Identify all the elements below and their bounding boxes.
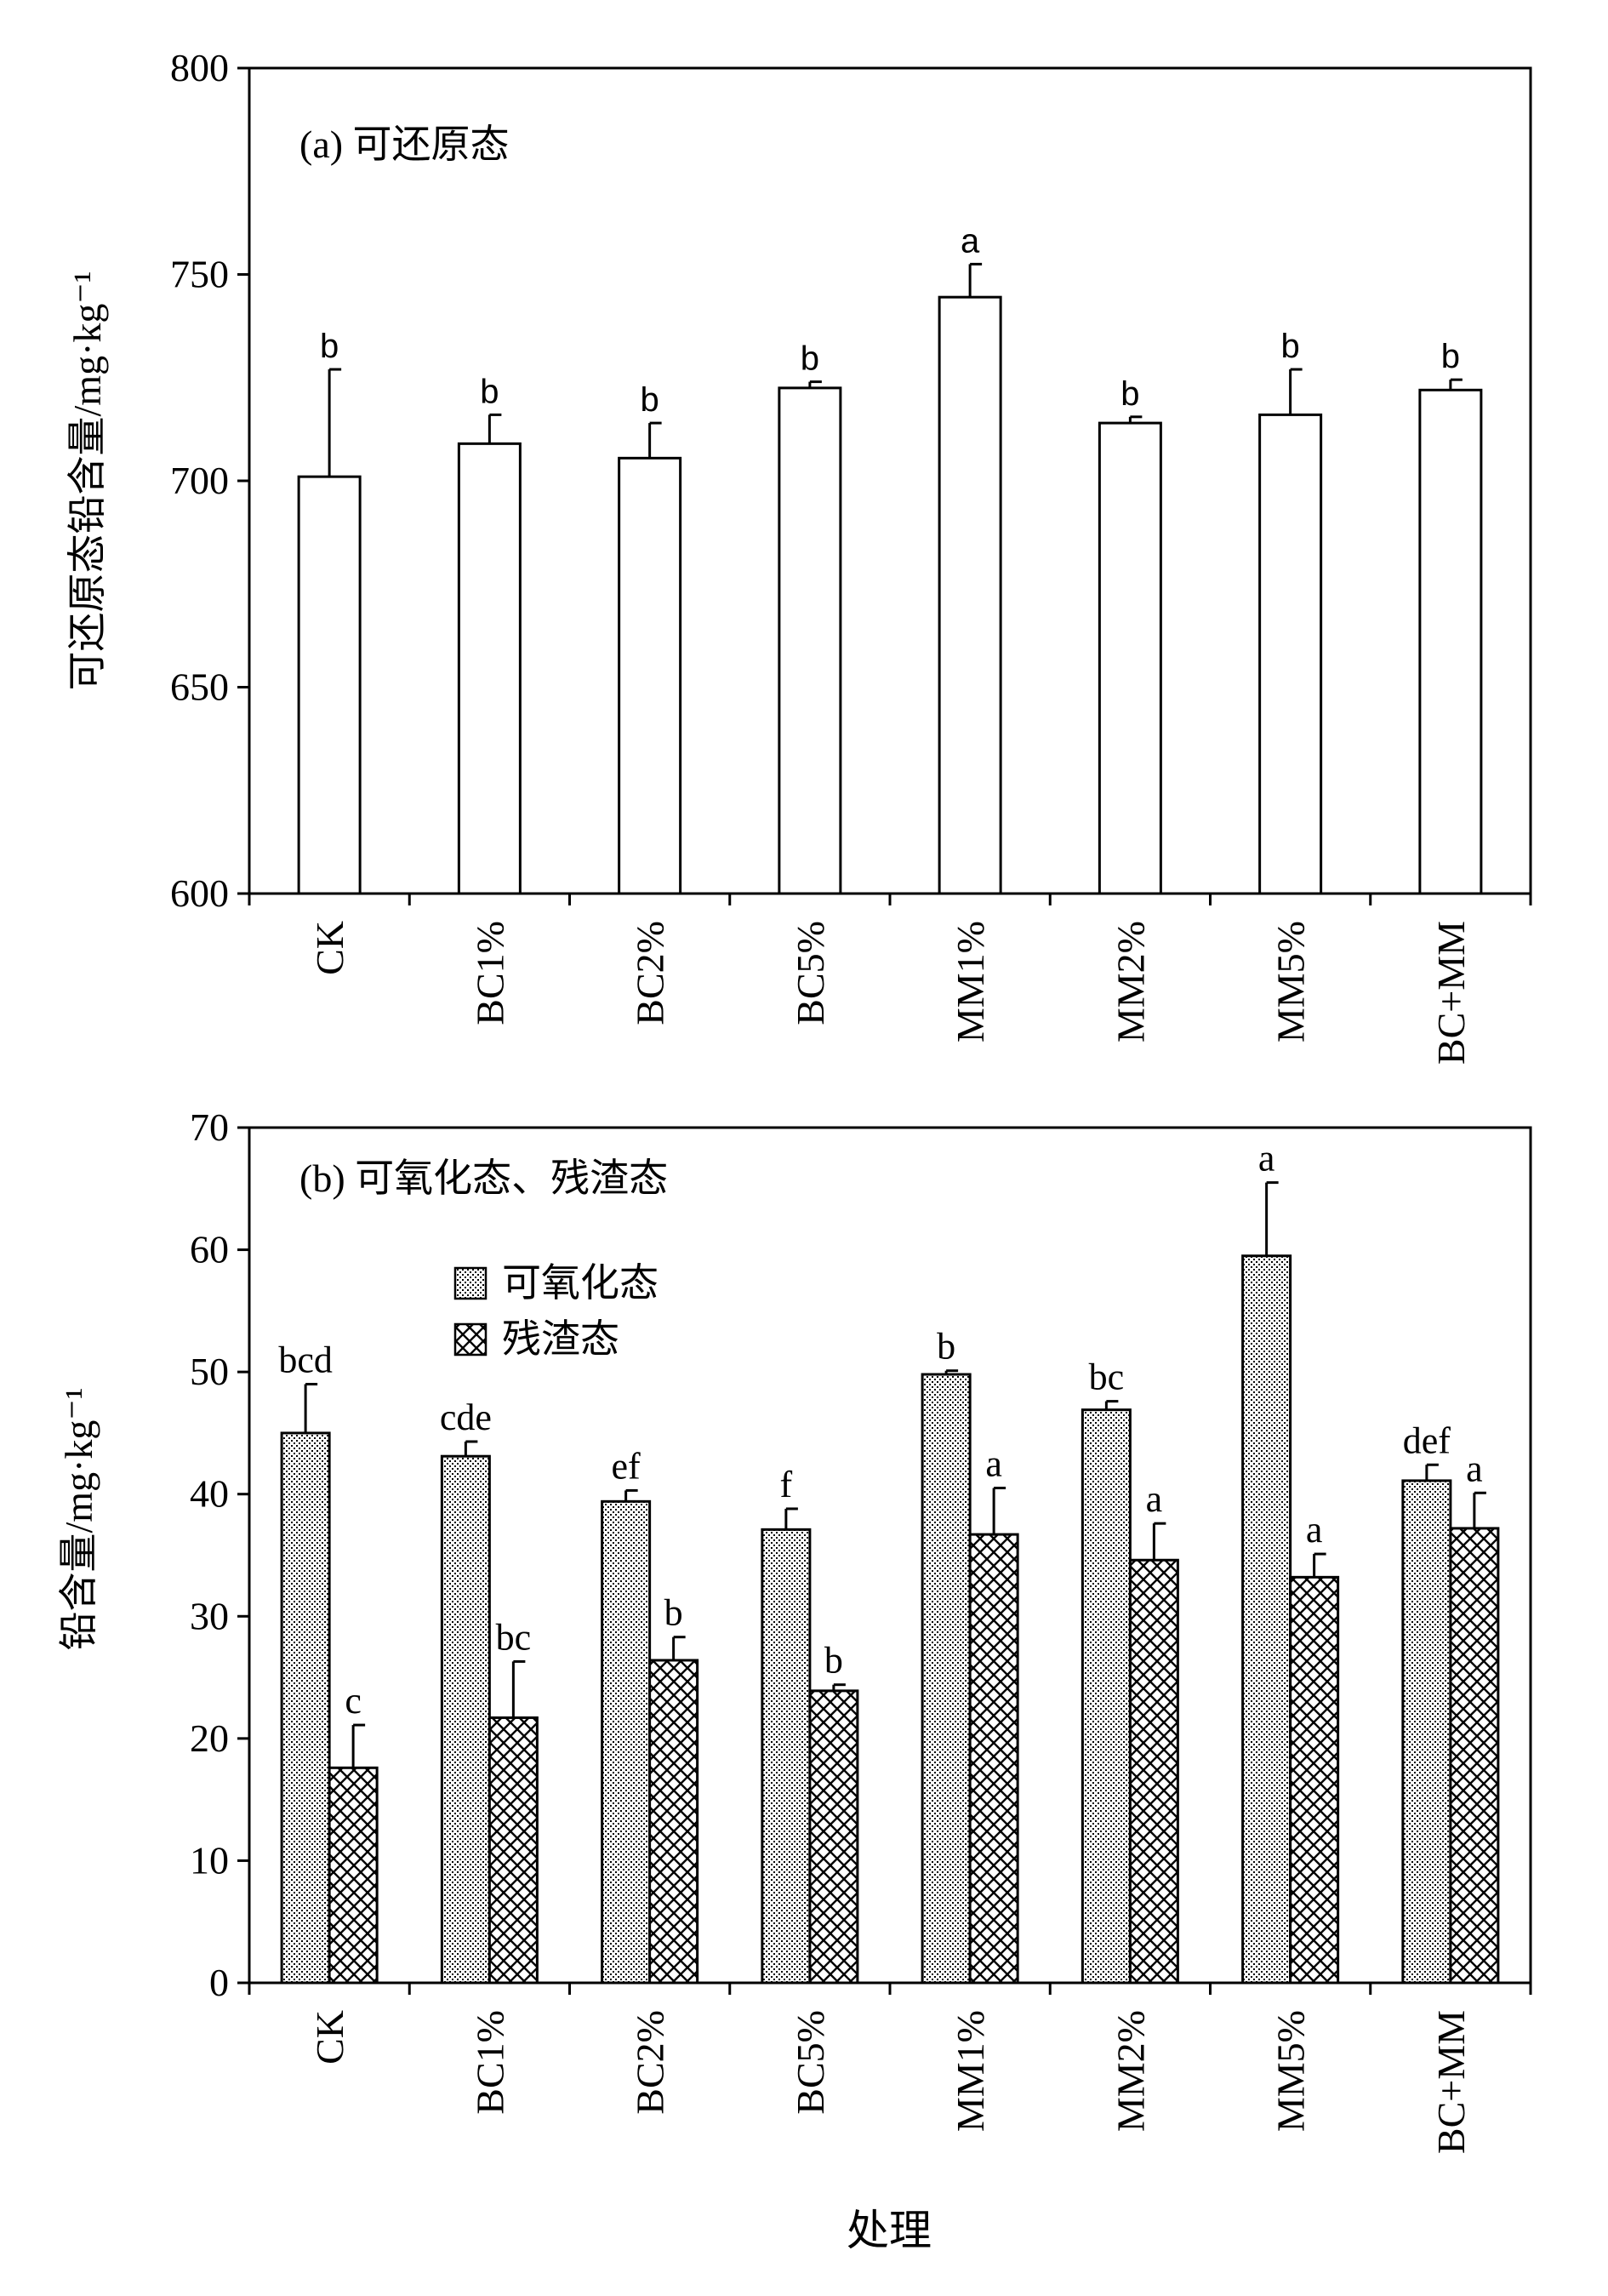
bar xyxy=(1289,1575,1340,1985)
bar xyxy=(1098,421,1162,895)
chart-b-x-axis-label: 处理 xyxy=(847,2207,932,2254)
x-tick-label: BC2% xyxy=(629,921,672,1025)
chart-a-y-axis-label: 可还原态铅含量/mg·kg⁻¹ xyxy=(66,271,109,691)
chart-b-y-axis-label: 铅含量/mg·kg⁻¹ xyxy=(57,1388,100,1651)
significance-label: b xyxy=(1120,375,1139,413)
significance-label: b xyxy=(1281,328,1300,365)
significance-label: a xyxy=(985,1443,1002,1485)
x-tick-label: BC1% xyxy=(468,921,511,1025)
chart-b-legend: 可氧化态 残渣态 xyxy=(453,1261,659,1361)
chart-a: b b b b a b b b 600 650 700 750 800 CK BC1% BC2% BC5% M… xyxy=(66,46,1532,1065)
significance-label: b xyxy=(664,1592,683,1634)
bar xyxy=(761,1528,812,1985)
y-tick-label: 60 xyxy=(190,1228,229,1271)
x-tick-label: BC1% xyxy=(468,2010,511,2115)
bar xyxy=(1449,1527,1500,1985)
y-tick-label: 30 xyxy=(190,1594,229,1637)
bar xyxy=(808,1689,859,1985)
chart-b-x-axis: CK BC1% BC2% BC5% MM1% MM2% MM5% BC+MM xyxy=(248,1983,1532,2154)
x-tick-label: MM2% xyxy=(1109,921,1152,1042)
y-tick-label: 10 xyxy=(190,1838,229,1882)
bar xyxy=(488,1716,539,1985)
significance-label: bcd xyxy=(278,1339,333,1381)
y-tick-label: 700 xyxy=(170,459,229,502)
y-tick-label: 800 xyxy=(170,46,229,89)
significance-label: a xyxy=(961,222,980,260)
bar xyxy=(328,1766,379,1985)
legend-item-residual: 残渣态 xyxy=(453,1317,619,1361)
y-tick-label: 750 xyxy=(170,253,229,296)
x-tick-label: MM1% xyxy=(949,2010,992,2132)
y-tick-label: 650 xyxy=(170,665,229,709)
significance-label: b xyxy=(320,328,339,365)
x-tick-label: MM5% xyxy=(1269,2010,1313,2132)
chart-a-plot-frame xyxy=(248,66,1532,895)
x-tick-label: BC+MM xyxy=(1429,2010,1473,2154)
bar xyxy=(1241,1254,1292,1985)
x-tick-label: BC5% xyxy=(789,921,832,1025)
bar xyxy=(921,1373,972,1985)
x-tick-label: BC2% xyxy=(629,2010,672,2115)
bar xyxy=(618,456,682,895)
chart-a-marks: b b b b a b b b xyxy=(297,222,1483,895)
legend-label-oxidizable: 可氧化态 xyxy=(502,1261,659,1305)
bar xyxy=(778,386,842,895)
legend-item-oxidizable: 可氧化态 xyxy=(453,1261,659,1305)
significance-label: b xyxy=(824,1640,843,1682)
x-tick-label: BC+MM xyxy=(1429,921,1473,1065)
y-tick-label: 20 xyxy=(190,1716,229,1760)
legend-label-residual: 残渣态 xyxy=(502,1317,619,1361)
significance-label: a xyxy=(1258,1138,1275,1179)
x-tick-label: MM5% xyxy=(1269,921,1313,1042)
significance-label: b xyxy=(641,381,659,419)
significance-label: def xyxy=(1403,1419,1451,1461)
significance-label: b xyxy=(937,1326,955,1368)
bar xyxy=(1401,1479,1452,1985)
y-tick-label: 600 xyxy=(170,871,229,915)
significance-label: bc xyxy=(496,1616,532,1658)
bar xyxy=(440,1454,491,1985)
bar xyxy=(1128,1558,1179,1985)
bar xyxy=(968,1533,1019,1985)
y-tick-label: 0 xyxy=(209,1961,229,2004)
y-tick-label: 70 xyxy=(190,1105,229,1149)
x-tick-label: BC5% xyxy=(789,2010,832,2115)
significance-label: a xyxy=(1146,1478,1163,1520)
significance-label: a xyxy=(1306,1509,1323,1551)
y-tick-label: 50 xyxy=(190,1350,229,1393)
x-tick-label: MM1% xyxy=(949,921,992,1042)
chart-a-x-axis: CK BC1% BC2% BC5% MM1% MM2% MM5% BC+MM xyxy=(248,894,1532,1065)
legend-swatch-residual xyxy=(453,1322,488,1356)
bar xyxy=(1418,388,1483,895)
significance-label: a xyxy=(1466,1448,1483,1489)
bar xyxy=(1258,413,1323,895)
x-tick-label: CK xyxy=(308,2010,351,2065)
significance-label: c xyxy=(345,1680,362,1722)
significance-label: bc xyxy=(1089,1356,1125,1398)
bar xyxy=(1081,1408,1132,1985)
significance-label: b xyxy=(801,340,819,378)
chart-b-y-axis: 0 10 20 30 40 50 60 70 xyxy=(190,1105,249,2004)
x-tick-label: CK xyxy=(308,921,351,975)
significance-label: f xyxy=(780,1464,793,1505)
bar xyxy=(280,1431,331,1985)
bar xyxy=(938,295,1002,895)
y-tick-label: 40 xyxy=(190,1472,229,1516)
chart-b-panel-label: (b) 可氧化态、残渣态 xyxy=(299,1157,668,1200)
significance-label: b xyxy=(1441,338,1460,375)
chart-a-panel-label: (a) 可还原态 xyxy=(299,123,510,166)
significance-label: cde xyxy=(440,1396,492,1438)
bar xyxy=(601,1499,652,1985)
x-tick-label: MM2% xyxy=(1109,2010,1152,2132)
bar xyxy=(457,442,522,895)
chart-a-y-axis: 600 650 700 750 800 xyxy=(170,46,249,915)
legend-swatch-oxidizable xyxy=(453,1266,488,1300)
significance-label: ef xyxy=(612,1445,641,1487)
bar xyxy=(648,1659,699,1985)
significance-label: b xyxy=(480,373,499,410)
bar xyxy=(297,475,362,895)
